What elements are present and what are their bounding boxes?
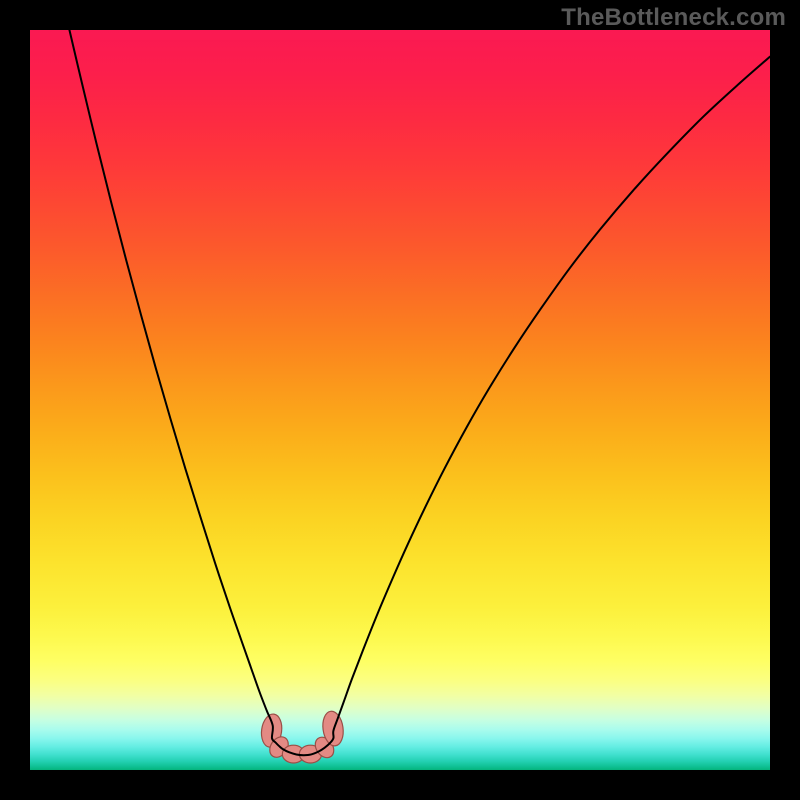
bottleneck-curve-chart <box>0 0 800 800</box>
chart-stage: TheBottleneck.com <box>0 0 800 800</box>
watermark-label: TheBottleneck.com <box>561 4 786 32</box>
gradient-background <box>30 30 770 770</box>
